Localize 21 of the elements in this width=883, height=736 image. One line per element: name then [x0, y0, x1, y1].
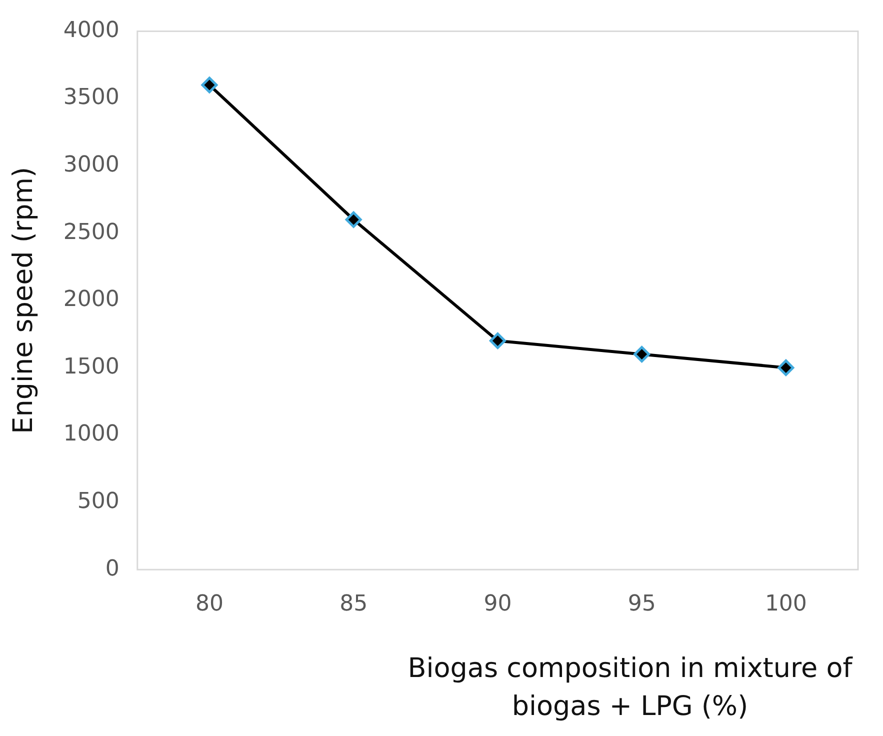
- x-tick-label: 95: [628, 592, 656, 617]
- point: [345, 211, 362, 228]
- x-axis-title: Biogas composition in mixture of biogas + LPG (%): [406, 652, 854, 724]
- y-tick-label: 2500: [63, 220, 120, 245]
- y-tick-label: 1000: [63, 422, 120, 447]
- y-tick-label: 3500: [63, 85, 120, 110]
- y-tick-label: 0: [105, 556, 120, 582]
- x-tick-label: 80: [195, 592, 224, 617]
- y-tick-label: 3000: [63, 152, 120, 178]
- x-tick-label: 90: [484, 592, 512, 617]
- point: [778, 359, 794, 376]
- y-tick-label: 2000: [63, 287, 120, 312]
- y-tick-label: 1500: [63, 354, 120, 380]
- y-axis-title: Engine speed (rpm): [8, 166, 40, 434]
- x-tick-label: 85: [340, 592, 368, 617]
- point: [201, 76, 218, 94]
- point: [634, 346, 650, 362]
- x-tick-label: 100: [764, 592, 807, 617]
- y-tick-label: 4000: [63, 18, 120, 43]
- point: [489, 332, 506, 350]
- y-tick-label: 500: [77, 489, 120, 514]
